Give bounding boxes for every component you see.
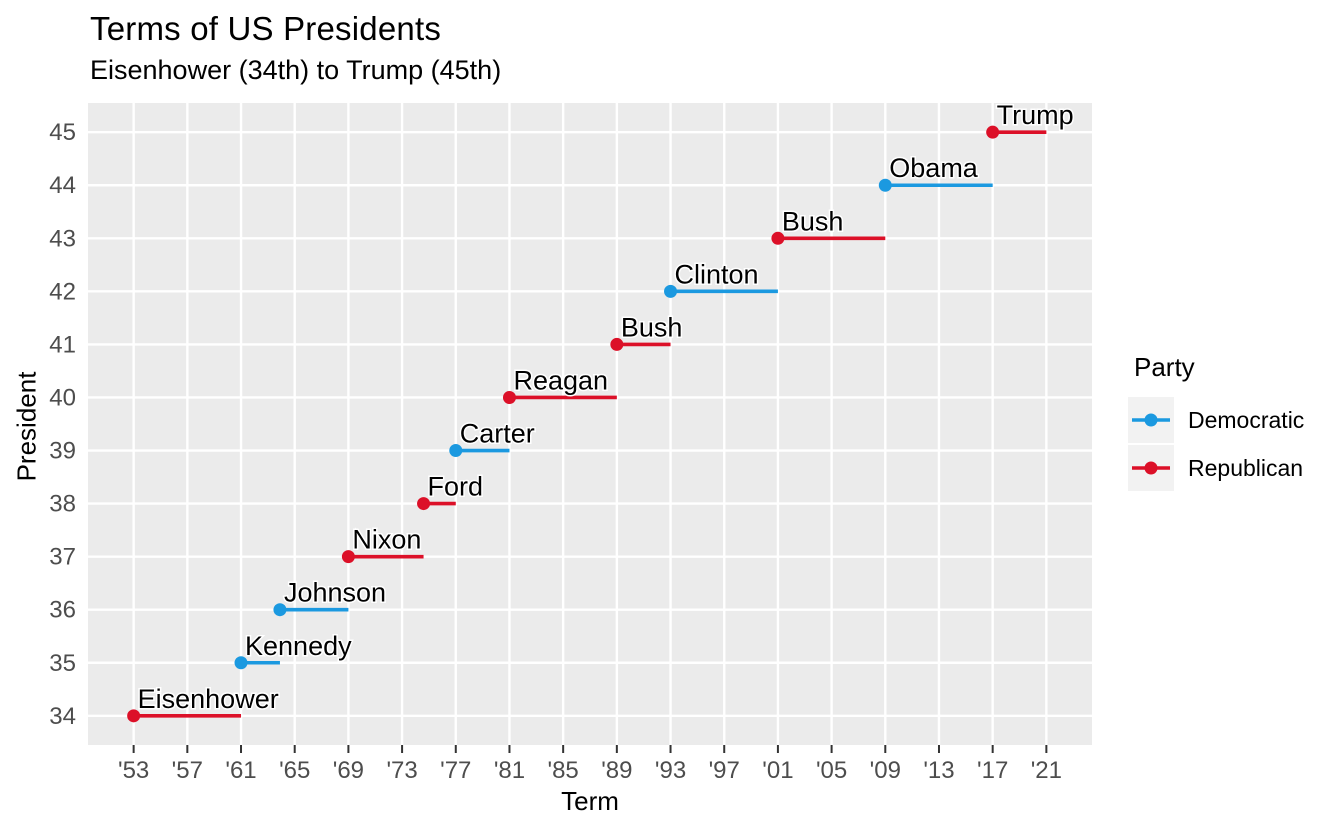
x-axis-title: Term (561, 786, 619, 816)
x-tick-label: '97 (709, 757, 740, 784)
y-tick-label: 45 (49, 119, 76, 146)
x-tick-label: '13 (923, 757, 954, 784)
y-tick-label: 38 (49, 491, 76, 518)
y-tick-label: 39 (49, 438, 76, 465)
term-start-point (449, 444, 463, 458)
x-tick-label: '09 (870, 757, 901, 784)
term-start-point (234, 656, 248, 670)
chart-title: Terms of US Presidents (90, 10, 442, 47)
y-tick-label: 40 (49, 384, 76, 411)
chart-subtitle: Eisenhower (34th) to Trump (45th) (90, 55, 502, 85)
panel-background (88, 103, 1092, 745)
term-start-point (502, 390, 516, 404)
president-name-label: Clinton (675, 259, 759, 289)
president-name-label: Kennedy (245, 631, 352, 661)
x-tick-label: '57 (172, 757, 203, 784)
term-start-point (878, 178, 892, 192)
y-tick-label: 42 (49, 278, 76, 305)
y-tick-label: 37 (49, 544, 76, 571)
y-tick-label: 35 (49, 650, 76, 677)
president-name-label: Carter (460, 419, 535, 449)
president-name-label: Reagan (513, 365, 608, 395)
term-start-point (664, 284, 678, 298)
x-tick-label: '17 (977, 757, 1008, 784)
president-name-label: Johnson (284, 578, 386, 608)
democratic-line-dot-icon (1132, 413, 1170, 427)
x-tick-label: '53 (118, 757, 149, 784)
term-start-point (273, 603, 287, 617)
democratic-key (1128, 397, 1174, 443)
term-start-point (417, 497, 431, 511)
x-tick-label: '73 (386, 757, 417, 784)
legend-label-republican: Republican (1188, 454, 1304, 481)
y-tick-label: 41 (49, 331, 76, 358)
x-tick-label: '85 (548, 757, 579, 784)
y-tick-label: 43 (49, 225, 76, 252)
legend-title: Party (1134, 352, 1195, 382)
republican-line-dot-icon (1132, 461, 1170, 475)
y-tick-label: 34 (49, 703, 76, 730)
republican-key (1128, 445, 1174, 491)
y-tick-label: 36 (49, 597, 76, 624)
president-name-label: Obama (889, 153, 979, 183)
y-axis-title: President (11, 371, 42, 482)
term-start-point (986, 125, 1000, 139)
x-tick-label: '21 (1031, 757, 1062, 784)
president-name-label: Ford (428, 472, 484, 502)
x-tick-label: '65 (279, 757, 310, 784)
legend-label-democratic: Democratic (1188, 406, 1305, 433)
term-start-point (127, 709, 141, 723)
x-tick-label: '01 (762, 757, 793, 784)
legend: Party Democratic Republican (1128, 352, 1344, 493)
x-tick-label: '81 (494, 757, 525, 784)
legend-item-republican: Republican (1128, 445, 1344, 491)
president-name-label: Trump (997, 100, 1074, 130)
x-tick-label: '77 (440, 757, 471, 784)
x-tick-label: '61 (225, 757, 256, 784)
legend-item-democratic: Democratic (1128, 397, 1344, 443)
president-name-label: Eisenhower (138, 684, 279, 714)
president-name-label: Nixon (352, 525, 421, 555)
term-start-point (341, 550, 355, 564)
x-tick-label: '69 (333, 757, 364, 784)
term-start-point (771, 231, 785, 245)
x-tick-label: '93 (655, 757, 686, 784)
term-start-point (610, 337, 624, 351)
president-name-label: Bush (621, 312, 683, 342)
y-tick-label: 44 (49, 172, 76, 199)
x-tick-label: '89 (601, 757, 632, 784)
president-name-label: Bush (782, 206, 844, 236)
x-tick-label: '05 (816, 757, 847, 784)
